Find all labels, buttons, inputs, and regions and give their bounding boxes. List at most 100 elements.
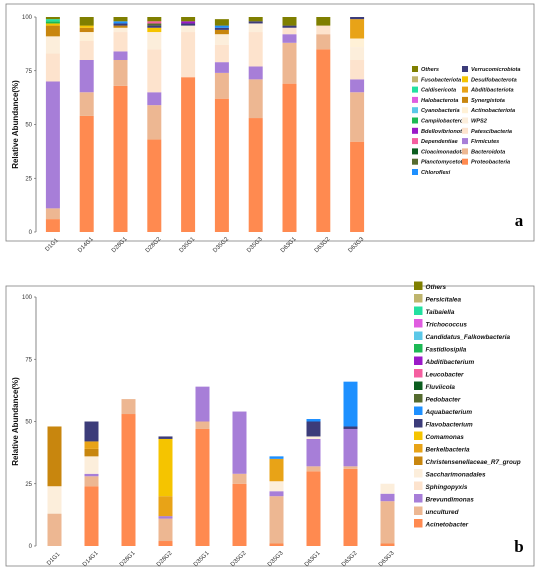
bar-segment — [113, 60, 128, 86]
legend-swatch — [412, 107, 418, 114]
legend-label: Desulfobacterota — [471, 77, 517, 83]
bar-segment — [248, 118, 263, 232]
legend-swatch — [414, 281, 423, 290]
legend-label: Firmicutes — [471, 139, 499, 145]
bar-segment — [45, 19, 60, 22]
bar-segment — [113, 21, 128, 24]
legend-swatch — [412, 96, 418, 103]
bar-segment — [79, 25, 94, 28]
x-tick-label: D63G1 — [304, 550, 322, 568]
y-tick-label: 25 — [25, 176, 32, 182]
bar-segment — [248, 21, 263, 24]
bar-segment — [79, 92, 94, 116]
bar-segment — [232, 473, 247, 484]
legend-swatch — [414, 494, 423, 503]
bar-segment — [45, 219, 60, 232]
bar-segment — [269, 543, 284, 546]
bar-segment — [195, 421, 210, 429]
bar-segment — [113, 32, 128, 52]
bar-segment — [350, 47, 365, 60]
bar-segment — [181, 23, 196, 26]
bar-segment — [282, 83, 297, 233]
legend-swatch — [412, 158, 418, 165]
bar-segment — [113, 25, 128, 28]
bar-segment — [316, 49, 331, 232]
legend-label: Sphingopyxis — [426, 484, 468, 491]
x-tick-label: D1G1 — [46, 551, 62, 567]
legend-label: Fluviicola — [426, 384, 456, 391]
x-tick-label: D35G3 — [246, 236, 264, 254]
legend-label: Proteobacteria — [471, 160, 510, 166]
bar-segment — [45, 23, 60, 26]
bar-segment — [181, 32, 196, 78]
legend-label: Patescibacteria — [471, 129, 512, 135]
bar-segment — [380, 483, 395, 494]
legend-swatch — [414, 394, 423, 403]
bar-segment — [282, 42, 297, 84]
bar-segment — [181, 77, 196, 232]
legend-label: Dependentiae — [421, 139, 458, 145]
legend-label: Fusobacteriota — [421, 77, 461, 83]
legend-swatch — [462, 127, 468, 134]
legend-label: Verrucomicrobiota — [471, 67, 521, 73]
bar-segment — [195, 428, 210, 546]
legend-swatch — [414, 331, 423, 340]
x-tick-label: D28G2 — [145, 236, 163, 254]
legend-swatch — [412, 169, 418, 175]
bar-segment — [214, 34, 229, 45]
bar-segment — [158, 436, 173, 439]
bar-segment — [214, 62, 229, 73]
x-tick-label: D35G2 — [212, 236, 230, 254]
x-tick-label: D28G1 — [119, 550, 137, 568]
bar-segment — [147, 27, 162, 33]
legend-swatch — [414, 306, 423, 315]
bar-segment — [147, 92, 162, 106]
bar-segment — [79, 40, 94, 60]
bar-segment — [350, 38, 365, 48]
legend-label: Synergistota — [471, 98, 505, 104]
bar-segment — [306, 421, 321, 437]
bar-segment — [147, 105, 162, 140]
bar-segment — [181, 21, 196, 24]
legend-swatch — [414, 456, 423, 465]
bar-segment — [248, 79, 263, 119]
bar-segment — [147, 23, 162, 26]
legend-label: Caldisericota — [421, 88, 456, 94]
y-tick-label: 100 — [22, 15, 33, 21]
legend-label: Fastidiosipila — [426, 347, 467, 354]
legend-swatch — [414, 294, 423, 303]
bar-segment — [269, 456, 284, 459]
bar-segment — [47, 426, 62, 487]
bar-segment — [181, 25, 196, 33]
legend-swatch — [462, 76, 468, 83]
bar-segment — [350, 60, 365, 80]
bar-segment — [343, 381, 358, 427]
legend-label: Comamonas — [426, 434, 465, 441]
legend-label: Abditibacteriota — [470, 88, 514, 94]
bar-segment — [350, 79, 365, 93]
bar-segment — [84, 476, 99, 487]
y-tick-label: 25 — [25, 482, 32, 488]
bar-segment — [113, 23, 128, 26]
bar-segment — [47, 513, 62, 546]
bar-segment — [113, 17, 128, 22]
bar-segment — [269, 491, 284, 497]
legend-label: WPS2 — [471, 119, 488, 125]
bar-segment — [79, 27, 94, 33]
x-tick-label: D1G1 — [45, 237, 61, 253]
bar-segment — [306, 471, 321, 546]
legend-swatch — [412, 86, 418, 93]
bar-segment — [147, 139, 162, 232]
legend-swatch — [462, 158, 468, 165]
x-tick-label: D63G3 — [378, 550, 396, 568]
legend-label: Taibaiella — [426, 309, 455, 316]
bar-segment — [214, 44, 229, 63]
panel-label: a — [515, 211, 524, 230]
bar-segment — [343, 426, 358, 429]
bar-segment — [269, 496, 284, 544]
legend-swatch — [412, 66, 418, 72]
bar-segment — [79, 32, 94, 41]
bar-segment — [248, 23, 263, 33]
bar-segment — [306, 466, 321, 472]
x-tick-label: D28G1 — [111, 236, 129, 254]
